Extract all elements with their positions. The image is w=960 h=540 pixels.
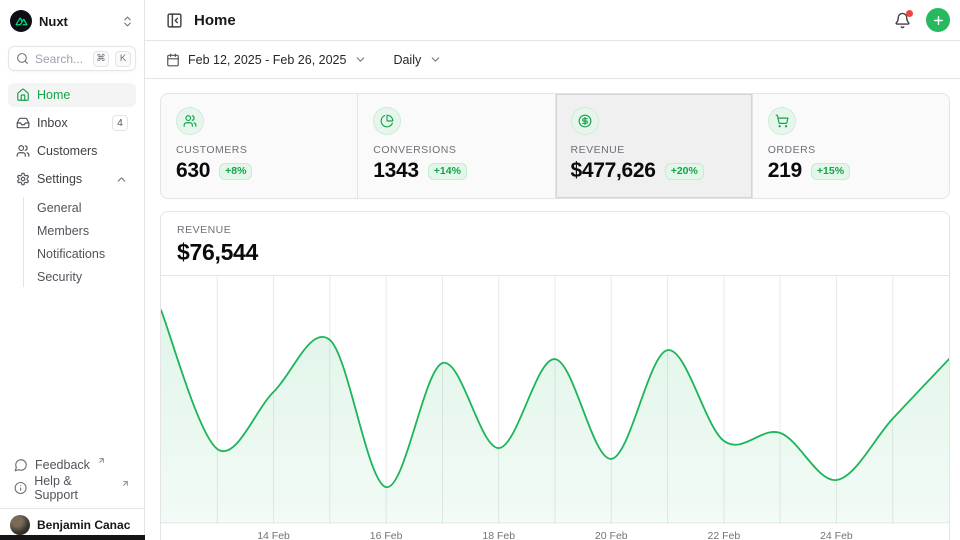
chevron-up-icon	[115, 173, 128, 186]
chart-metric-value: $76,544	[177, 239, 933, 266]
circle-dollar-icon	[578, 114, 592, 128]
external-link-icon	[121, 479, 130, 488]
dashboard-content: CUSTOMERS 630 +8% CONVERSIONS 1343 +14% …	[145, 79, 960, 540]
period-label: Daily	[393, 53, 421, 67]
sidebar-item-label: Customers	[37, 144, 97, 158]
inbox-count-badge: 4	[112, 115, 128, 131]
sidebar-item-home[interactable]: Home	[8, 83, 136, 107]
nuxt-logo-icon	[10, 10, 32, 32]
sidebar-item-inbox[interactable]: Inbox 4	[8, 111, 136, 135]
header-actions	[894, 8, 950, 32]
house-icon	[16, 88, 30, 102]
inbox-icon	[16, 116, 30, 130]
chart-pie-icon	[380, 114, 394, 128]
sidebar-item-customers[interactable]: Customers	[8, 139, 136, 163]
chart-x-axis: 14 Feb 16 Feb 18 Feb 20 Feb 22 Feb 24 Feb	[161, 523, 949, 540]
stat-label: REVENUE	[571, 144, 737, 156]
stat-delta-badge: +8%	[219, 163, 252, 180]
sidebar-item-members[interactable]: Members	[24, 220, 136, 241]
gear-icon	[16, 172, 30, 186]
plus-icon	[932, 14, 945, 27]
chevrons-up-down-icon	[121, 15, 134, 28]
x-tick-label: 24 Feb	[820, 530, 853, 540]
feedback-link[interactable]: Feedback	[8, 454, 136, 475]
revenue-chart[interactable]	[161, 275, 949, 523]
date-range-label: Feb 12, 2025 - Feb 26, 2025	[188, 53, 346, 67]
sidebar-collapse-button[interactable]	[166, 12, 183, 29]
chevron-down-icon	[354, 53, 367, 66]
search-input[interactable]: Search... ⌘ K	[8, 46, 136, 71]
stat-value: 1343	[373, 159, 419, 183]
notification-dot	[906, 10, 913, 17]
stat-delta-badge: +14%	[428, 163, 467, 180]
stat-value: 630	[176, 159, 210, 183]
shopping-cart-icon	[775, 114, 789, 128]
chart-metric-label: REVENUE	[177, 224, 933, 236]
x-tick-label: 16 Feb	[370, 530, 403, 540]
date-range-picker[interactable]: Feb 12, 2025 - Feb 26, 2025	[166, 53, 367, 67]
user-name: Benjamin Canac	[37, 518, 130, 532]
x-tick-label: 18 Feb	[482, 530, 515, 540]
message-circle-icon	[14, 458, 28, 472]
area-chart-canvas	[161, 276, 949, 524]
info-icon	[14, 481, 27, 495]
page-header: Home	[145, 0, 960, 41]
workspace-switcher[interactable]: Nuxt	[0, 0, 144, 38]
stat-card-orders[interactable]: ORDERS 219 +15%	[752, 94, 949, 198]
stat-delta-badge: +15%	[811, 163, 850, 180]
stat-label: CONVERSIONS	[373, 144, 539, 156]
sidebar-nav: Home Inbox 4 Customers Settings General …	[0, 73, 144, 448]
kbd-k: K	[115, 51, 131, 67]
sidebar-item-label: Inbox	[37, 116, 68, 130]
search-placeholder: Search...	[35, 52, 87, 66]
avatar	[10, 515, 30, 535]
help-support-label: Help & Support	[34, 474, 114, 502]
calendar-icon	[166, 53, 180, 67]
stat-card-revenue[interactable]: REVENUE $477,626 +20%	[555, 94, 752, 198]
stat-card-conversions[interactable]: CONVERSIONS 1343 +14%	[357, 94, 554, 198]
users-icon	[16, 144, 30, 158]
stat-value: $477,626	[571, 159, 656, 183]
users-icon	[183, 114, 197, 128]
chevron-down-icon	[429, 53, 442, 66]
chart-header: REVENUE $76,544	[161, 212, 949, 275]
x-tick-label: 20 Feb	[595, 530, 628, 540]
workspace-name: Nuxt	[39, 14, 114, 29]
x-tick-label: 14 Feb	[257, 530, 290, 540]
sidebar-item-general[interactable]: General	[24, 197, 136, 218]
stats-row: CUSTOMERS 630 +8% CONVERSIONS 1343 +14% …	[160, 93, 950, 199]
page-title: Home	[194, 12, 236, 29]
sidebar-footer-links: Feedback Help & Support	[0, 448, 144, 508]
stat-label: CUSTOMERS	[176, 144, 342, 156]
help-support-link[interactable]: Help & Support	[8, 477, 136, 498]
sidebar-item-security[interactable]: Security	[24, 266, 136, 287]
period-select[interactable]: Daily	[393, 53, 442, 67]
feedback-label: Feedback	[35, 458, 90, 472]
main-panel: Home Feb 12, 2025 - Feb 26, 2025 Daily	[145, 0, 960, 540]
sidebar-item-settings[interactable]: Settings	[8, 167, 136, 191]
sidebar-item-label: Settings	[37, 172, 82, 186]
stat-value: 219	[768, 159, 802, 183]
search-icon	[16, 52, 29, 65]
bottom-dark-strip	[0, 535, 145, 540]
revenue-chart-card: REVENUE $76,544 14 Feb16 Feb18 Feb20	[160, 211, 950, 540]
stat-label: ORDERS	[768, 144, 934, 156]
notifications-button[interactable]	[894, 12, 911, 29]
filters-toolbar: Feb 12, 2025 - Feb 26, 2025 Daily	[145, 41, 960, 79]
sidebar: Nuxt Search... ⌘ K Home Inbox 4 Customer…	[0, 0, 145, 540]
stat-delta-badge: +20%	[665, 163, 704, 180]
sidebar-item-notifications[interactable]: Notifications	[24, 243, 136, 264]
x-tick-label: 22 Feb	[707, 530, 740, 540]
stat-card-customers[interactable]: CUSTOMERS 630 +8%	[161, 94, 357, 198]
add-button[interactable]	[926, 8, 950, 32]
external-link-icon	[97, 456, 106, 465]
settings-children: General Members Notifications Security	[23, 197, 136, 287]
panel-left-close-icon	[166, 12, 183, 29]
sidebar-item-label: Home	[37, 88, 70, 102]
kbd-cmd: ⌘	[93, 51, 109, 67]
